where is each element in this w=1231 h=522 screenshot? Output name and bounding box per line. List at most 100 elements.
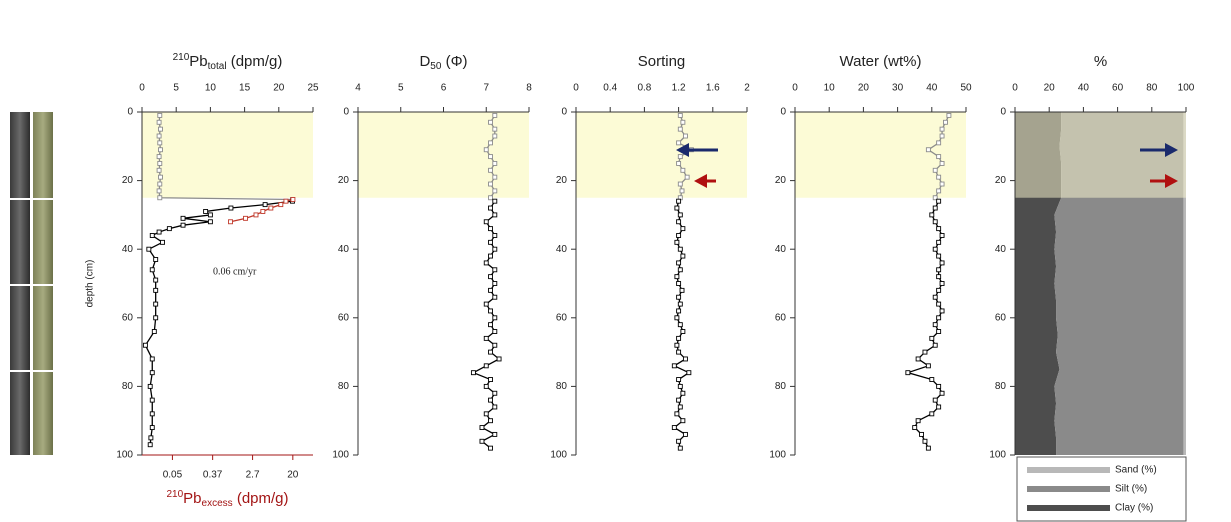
point: [679, 188, 685, 194]
point: [932, 294, 938, 300]
y-tick-label: 100: [116, 450, 133, 461]
point: [488, 154, 493, 160]
core-photo: [10, 200, 30, 284]
point: [939, 160, 945, 166]
point: [936, 226, 942, 232]
point: [157, 181, 163, 187]
y-tick-label: 100: [989, 450, 1006, 461]
point: [483, 363, 489, 369]
point: [676, 233, 682, 238]
x-tick-label: 0.4: [603, 83, 617, 94]
point: [936, 383, 942, 389]
text-part: D: [419, 53, 430, 70]
point: [488, 205, 493, 211]
point: [919, 431, 924, 437]
point: [158, 147, 163, 153]
annotation: 0.06 cm/yr: [213, 266, 257, 277]
point: [153, 257, 159, 262]
point: [932, 219, 938, 225]
point: [674, 342, 680, 348]
x-tick-label: 10: [205, 83, 217, 94]
point: [157, 112, 163, 118]
y-tick-label: 40: [995, 244, 1007, 255]
legend-label: Clay (%): [1115, 503, 1153, 514]
point: [929, 335, 935, 341]
profile-line: [144, 200, 293, 445]
x-tick-label: 0: [792, 83, 798, 94]
point: [492, 174, 498, 180]
point: [470, 370, 476, 376]
point: [677, 212, 683, 218]
text-part: (dpm/g): [233, 490, 289, 507]
point: [483, 411, 489, 417]
text-part: excess: [202, 498, 233, 509]
x-tick-label: 15: [239, 83, 251, 94]
point: [939, 390, 945, 396]
point: [677, 301, 683, 307]
y-tick-label: 0: [780, 107, 786, 118]
point: [488, 287, 493, 293]
point: [483, 335, 489, 341]
point: [488, 226, 493, 232]
point: [676, 377, 682, 382]
y-tick-label: 80: [995, 381, 1007, 392]
arrow: [1140, 143, 1178, 157]
point: [492, 390, 498, 396]
point: [492, 246, 498, 252]
point: [153, 277, 159, 283]
point: [157, 195, 163, 201]
point: [149, 370, 155, 376]
point: [939, 233, 945, 238]
point: [492, 112, 498, 118]
point: [680, 253, 686, 259]
point: [483, 260, 489, 266]
point: [142, 342, 148, 348]
point: [262, 202, 268, 208]
x2-tick-label: 20: [287, 470, 299, 481]
point: [680, 226, 686, 232]
point: [682, 431, 688, 437]
point: [932, 246, 938, 252]
point: [147, 383, 153, 389]
x-tick-label: 50: [960, 83, 972, 94]
chart-title: D50 (Φ): [419, 53, 467, 72]
chart-title: Water (wt%): [840, 53, 922, 70]
point: [936, 315, 942, 321]
point: [676, 140, 682, 146]
y-tick-label: 60: [995, 312, 1007, 323]
point: [203, 209, 209, 214]
point: [936, 287, 942, 293]
point: [492, 342, 498, 348]
text-part: Water (wt%): [840, 53, 922, 70]
point: [283, 198, 289, 204]
point: [936, 188, 942, 194]
point: [943, 119, 948, 125]
point: [166, 226, 172, 232]
point: [148, 435, 154, 441]
point: [676, 219, 682, 225]
point: [207, 219, 213, 225]
point: [682, 133, 688, 139]
point: [684, 174, 690, 180]
y-tick-label: 80: [122, 381, 134, 392]
text-part: Pb: [183, 490, 201, 507]
x2-tick-label: 2.7: [246, 470, 260, 481]
point: [677, 246, 683, 252]
point: [149, 397, 155, 403]
y-tick-label: 20: [122, 175, 134, 186]
y-tick-label: 60: [556, 312, 568, 323]
x-tick-label: 40: [1078, 83, 1090, 94]
y-tick-label: 60: [338, 312, 350, 323]
point: [677, 404, 683, 410]
point: [483, 301, 489, 307]
legend-label: Sand (%): [1115, 465, 1157, 476]
text-part: Pb: [189, 53, 207, 70]
rich-text: 210Pbexcess (dpm/g): [166, 489, 288, 509]
y-tick-label: 20: [775, 175, 787, 186]
point: [939, 281, 945, 286]
point: [922, 349, 928, 355]
legend: Sand (%) Silt (%) Clay (%): [1016, 456, 1187, 522]
